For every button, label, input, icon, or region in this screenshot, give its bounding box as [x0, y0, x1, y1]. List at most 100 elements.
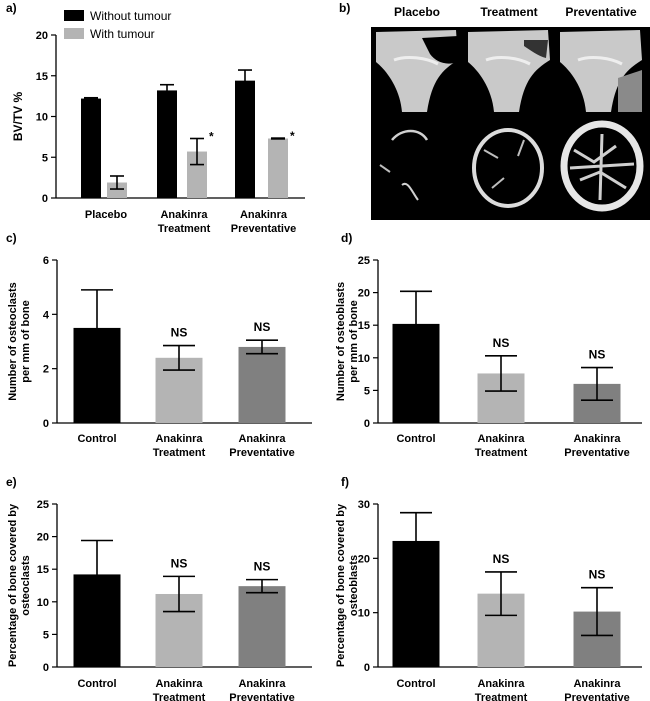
- cross-section-bone-image: [379, 129, 429, 201]
- y-axis-label: Number of osteoclastsper mm of bone: [7, 282, 32, 401]
- y-tick-label: 20: [358, 553, 370, 565]
- x-tick-label-line: Preventative: [229, 447, 294, 459]
- bar: [157, 90, 177, 198]
- legend-label: With tumour: [90, 27, 155, 41]
- x-tick-label-line: Control: [77, 433, 116, 445]
- y-tick-label: 0: [43, 418, 49, 430]
- image-panel-b: b) Placebo Treatment Preventative: [339, 1, 650, 220]
- y-axis-label-line: BV/TV %: [11, 92, 25, 142]
- panel-label: a): [6, 1, 17, 15]
- image-column-label: Treatment: [480, 5, 537, 19]
- x-tick-label-line: Control: [77, 678, 116, 690]
- y-tick-label: 10: [358, 608, 370, 620]
- significance-label: NS: [171, 326, 188, 340]
- bar: [238, 586, 286, 667]
- cortex-fragment: [391, 129, 429, 141]
- y-axis-label-line: Percentage of bone covered by: [335, 503, 347, 667]
- image-column-label: Preventative: [565, 5, 637, 19]
- y-tick-label: 10: [36, 112, 48, 124]
- y-tick-label: 30: [358, 499, 370, 511]
- y-tick-label: 6: [43, 255, 49, 267]
- x-tick-label: Anakinra Preventative: [229, 433, 294, 459]
- y-tick-label: 20: [36, 30, 48, 42]
- significance-label: NS: [171, 556, 188, 570]
- y-tick-label: 0: [364, 418, 370, 430]
- legend-swatch: [64, 10, 84, 21]
- y-tick-label: 2: [43, 364, 49, 376]
- bar: [107, 182, 127, 198]
- bar: [238, 346, 286, 423]
- x-tick-label-line: Placebo: [85, 209, 127, 221]
- growth-plate-line: [393, 55, 439, 66]
- cross-section-bone-image: [472, 128, 544, 208]
- image-column-label: Placebo: [394, 5, 440, 19]
- trabeculae: [483, 139, 525, 189]
- cortex-fragment: [379, 164, 391, 173]
- x-tick-label-line: Treatment: [475, 447, 528, 459]
- y-axis-label-line: Percentage of bone covered by: [7, 503, 19, 667]
- significance-label: NS: [254, 560, 271, 574]
- y-tick-label: 15: [37, 564, 49, 576]
- y-tick-label: 10: [37, 597, 49, 609]
- y-tick-label: 10: [358, 353, 370, 365]
- y-tick-label: 15: [36, 71, 48, 83]
- y-axis-label-line: osteoclasts: [20, 555, 32, 616]
- x-tick-label-line: Treatment: [153, 447, 206, 459]
- y-axis-label: Percentage of bone covered byosteoblasts: [335, 503, 360, 667]
- y-tick-label: 25: [37, 499, 49, 511]
- significance-label: NS: [254, 320, 271, 334]
- trabeculae: [569, 133, 635, 201]
- muscle-tissue: [618, 70, 642, 112]
- y-axis-label-line: per mm of bone: [20, 300, 32, 383]
- x-tick-label-line: Preventative: [231, 223, 296, 235]
- panel-label: d): [341, 231, 352, 245]
- chart-panel-f: 0 10 20 30 f) Percentage of bone covered byos…: [335, 475, 642, 701]
- x-tick-label-line: Treatment: [475, 692, 528, 701]
- y-tick-label: 15: [358, 320, 370, 332]
- significance-label: NS: [589, 348, 606, 362]
- x-tick-label-line: Anakinra: [155, 678, 203, 690]
- y-axis-label: BV/TV %: [11, 92, 25, 142]
- panel-label: e): [6, 475, 17, 489]
- longitudinal-bone-image: [560, 30, 642, 112]
- x-tick-label: Anakinra Treatment: [475, 433, 528, 459]
- y-axis-label: Percentage of bone covered byosteoclasts: [7, 503, 32, 667]
- x-tick-label: Placebo: [85, 209, 127, 221]
- chart-panel-d: 0 5 10 15 20 25 d) Number of osteoblastsper mm …: [335, 231, 642, 459]
- longitudinal-bone-image: [468, 30, 550, 112]
- panel-label: b): [339, 1, 350, 15]
- x-tick-label: Control: [396, 433, 435, 445]
- significance-marker: *: [209, 130, 214, 144]
- chart-panel-c: 0 2 4 6 c) Number of osteoclastsper mm of bon…: [6, 231, 312, 459]
- x-tick-label: Anakinra Treatment: [158, 209, 211, 235]
- y-tick-label: 25: [358, 255, 370, 267]
- y-tick-label: 20: [37, 532, 49, 544]
- legend: Without tumour With tumour: [64, 9, 171, 41]
- bar: [187, 151, 207, 198]
- panel-label: f): [341, 475, 349, 489]
- significance-label: NS: [493, 552, 510, 566]
- lesion-area: [422, 36, 458, 64]
- significance-label: NS: [589, 568, 606, 582]
- cortical-ring: [472, 128, 544, 208]
- y-tick-label: 4: [43, 309, 50, 321]
- growth-plate-line: [485, 55, 531, 66]
- x-tick-label-line: Preventative: [564, 692, 629, 701]
- panel-label: c): [6, 231, 17, 245]
- x-tick-label-line: Control: [396, 678, 435, 690]
- x-tick-label-line: Anakinra: [573, 433, 621, 445]
- significance-marker: *: [290, 129, 295, 143]
- cortical-ring: [560, 120, 644, 212]
- bar: [235, 80, 255, 198]
- x-tick-label-line: Anakinra: [160, 209, 208, 221]
- x-tick-label: Control: [396, 678, 435, 690]
- lesion-area: [524, 40, 548, 58]
- y-axis-label-line: osteoblasts: [348, 555, 360, 616]
- x-tick-label: Anakinra Treatment: [153, 433, 206, 459]
- chart-panel-e: 0 5 10 15 20 25 e) Percentage of bone covered b…: [6, 475, 312, 701]
- bar: [268, 138, 288, 198]
- x-tick-label: Control: [77, 433, 116, 445]
- growth-plate-line: [577, 55, 623, 66]
- x-tick-label-line: Preventative: [229, 692, 294, 701]
- y-tick-label: 0: [43, 662, 49, 674]
